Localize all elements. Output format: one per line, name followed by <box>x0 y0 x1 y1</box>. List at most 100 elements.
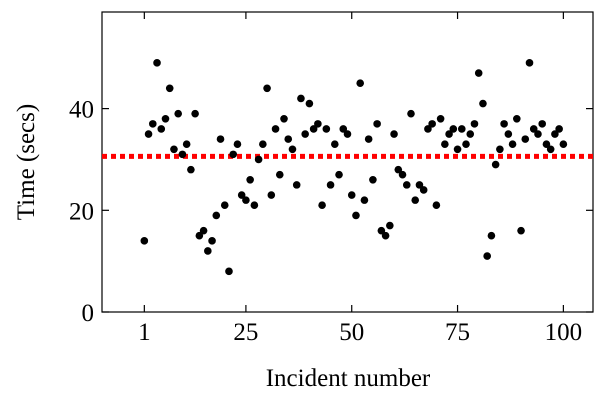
data-point <box>178 150 187 159</box>
data-point <box>559 140 568 149</box>
data-point <box>386 221 394 230</box>
data-point <box>466 130 475 138</box>
data-point <box>275 170 284 179</box>
data-point <box>373 120 381 128</box>
y-tick-label: 20 <box>69 198 94 225</box>
data-point <box>356 79 364 87</box>
x-tick-label: 75 <box>445 319 470 346</box>
data-point <box>496 145 504 154</box>
data-point <box>457 125 466 133</box>
data-point <box>259 140 267 149</box>
x-tick-label: 1 <box>138 319 151 346</box>
data-point <box>360 196 369 204</box>
plot-frame <box>101 11 594 313</box>
data-point <box>453 145 462 154</box>
data-point <box>542 140 551 149</box>
data-point <box>500 120 508 128</box>
data-point <box>394 165 403 174</box>
data-point <box>263 84 271 93</box>
data-point <box>326 181 335 189</box>
data-point <box>525 59 534 67</box>
data-point <box>229 150 238 159</box>
data-point <box>191 109 199 118</box>
data-point <box>199 226 208 235</box>
y-tick-label: 0 <box>82 300 95 327</box>
data-point <box>441 140 449 149</box>
data-point <box>140 237 149 245</box>
data-point <box>301 130 309 138</box>
data-point <box>508 140 517 149</box>
data-point <box>470 120 479 128</box>
data-point <box>187 165 195 174</box>
data-point <box>551 130 559 138</box>
data-point <box>331 140 339 149</box>
y-tick-label: 40 <box>69 97 94 124</box>
x-tick-label: 100 <box>545 319 583 346</box>
data-point <box>407 109 415 118</box>
data-point <box>242 196 250 204</box>
data-point <box>335 170 343 179</box>
data-point <box>318 201 326 210</box>
data-point <box>517 226 525 235</box>
data-point <box>339 125 348 133</box>
data-point <box>538 120 547 128</box>
data-point <box>415 181 424 189</box>
data-point <box>479 99 487 108</box>
data-point <box>445 130 453 138</box>
data-point <box>364 135 373 143</box>
data-point <box>305 99 314 108</box>
data-point <box>462 140 470 149</box>
data-point <box>436 114 445 123</box>
data-point <box>487 231 496 240</box>
data-point <box>491 160 500 169</box>
x-tick-label: 25 <box>233 319 258 346</box>
data-point <box>322 125 331 133</box>
data-point <box>546 145 555 154</box>
data-point <box>254 155 263 164</box>
data-point <box>165 84 174 93</box>
data-point <box>246 175 254 184</box>
data-point <box>220 201 229 210</box>
x-tick-label: 50 <box>339 319 364 346</box>
data-point <box>347 191 356 199</box>
data-point <box>381 231 390 240</box>
data-point <box>144 130 153 138</box>
data-point <box>449 125 458 133</box>
data-point <box>174 109 182 118</box>
data-point <box>237 191 246 199</box>
data-point <box>411 196 420 204</box>
data-point <box>474 69 483 77</box>
axis-ticks: 1 25 50 75 100 0 20 40 <box>69 12 593 346</box>
data-point <box>212 211 221 220</box>
data-point <box>148 120 157 128</box>
data-point <box>309 125 318 133</box>
data-point <box>504 130 513 138</box>
data-point <box>233 140 242 149</box>
data-point <box>267 191 276 199</box>
data-point <box>195 231 204 240</box>
data-point <box>398 170 407 179</box>
data-point <box>250 201 259 210</box>
data-point <box>216 135 225 143</box>
data-point <box>424 125 432 133</box>
data-point <box>314 120 322 128</box>
data-point <box>352 211 360 220</box>
data-point <box>343 130 352 138</box>
data-point <box>369 175 377 184</box>
data-point <box>483 252 491 260</box>
data-point <box>284 135 293 143</box>
y-axis-label: Time (secs) <box>13 104 40 220</box>
data-point <box>170 145 178 154</box>
data-point <box>157 125 166 133</box>
data-point <box>161 114 170 123</box>
data-point <box>529 125 538 133</box>
data-point <box>182 140 191 149</box>
data-point <box>428 120 436 128</box>
data-point <box>292 181 301 189</box>
data-point <box>225 267 233 276</box>
data-points <box>140 59 568 276</box>
data-point <box>390 130 398 138</box>
x-axis-label: Incident number <box>266 365 431 392</box>
data-point <box>280 114 288 123</box>
